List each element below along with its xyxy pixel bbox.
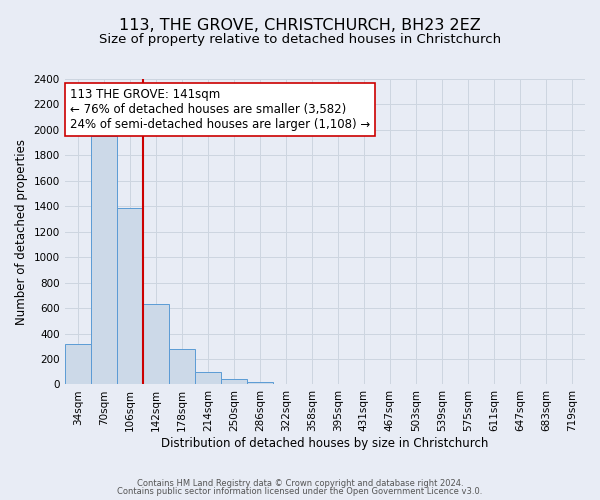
Bar [91, 136, 116, 384]
Bar [221, 378, 247, 384]
Text: 113, THE GROVE, CHRISTCHURCH, BH23 2EZ: 113, THE GROVE, CHRISTCHURCH, BH23 2EZ [119, 18, 481, 32]
Bar [65, 344, 91, 384]
Bar [143, 304, 169, 384]
Text: 113 THE GROVE: 141sqm
← 76% of detached houses are smaller (3,582)
24% of semi-d: 113 THE GROVE: 141sqm ← 76% of detached … [70, 88, 370, 131]
Y-axis label: Number of detached properties: Number of detached properties [15, 138, 28, 324]
Bar [247, 382, 273, 384]
Bar [195, 372, 221, 384]
X-axis label: Distribution of detached houses by size in Christchurch: Distribution of detached houses by size … [161, 437, 488, 450]
Bar [117, 208, 143, 384]
Text: Contains HM Land Registry data © Crown copyright and database right 2024.: Contains HM Land Registry data © Crown c… [137, 478, 463, 488]
Bar [169, 350, 195, 384]
Text: Size of property relative to detached houses in Christchurch: Size of property relative to detached ho… [99, 32, 501, 46]
Text: Contains public sector information licensed under the Open Government Licence v3: Contains public sector information licen… [118, 487, 482, 496]
